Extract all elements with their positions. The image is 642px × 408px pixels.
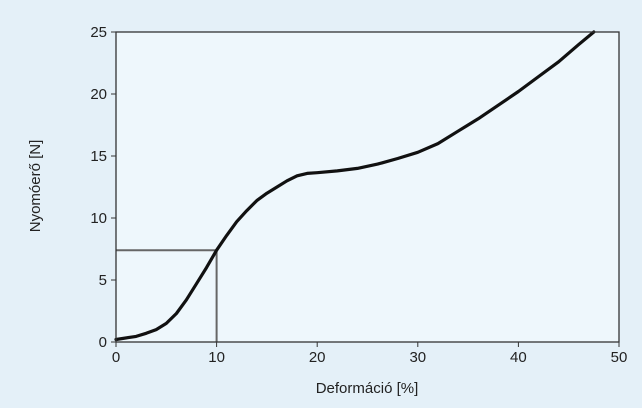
plot-frame — [115, 31, 620, 343]
y-axis: 0 5 10 15 20 25 — [90, 24, 116, 351]
y-tick-label: 5 — [99, 272, 107, 289]
y-tick-label: 0 — [99, 334, 107, 351]
plot-area — [116, 32, 619, 342]
x-tick-label: 20 — [309, 349, 326, 366]
x-axis-label: Deformáció [%] — [316, 380, 419, 397]
x-tick-label: 40 — [510, 349, 527, 366]
x-tick-label: 0 — [112, 349, 120, 366]
y-tick-label: 10 — [90, 210, 107, 227]
x-tick-label: 50 — [611, 349, 628, 366]
y-tick-label: 25 — [90, 24, 107, 41]
x-tick-label: 10 — [208, 349, 225, 366]
y-axis-label: Nyomóerő [N] — [27, 140, 44, 233]
reference-guides — [116, 249, 218, 342]
x-tick-label: 30 — [409, 349, 426, 366]
y-tick-label: 20 — [90, 86, 107, 103]
y-tick-label: 15 — [90, 148, 107, 165]
x-axis: 0 10 20 30 40 50 — [112, 342, 628, 366]
series-line — [114, 30, 596, 342]
